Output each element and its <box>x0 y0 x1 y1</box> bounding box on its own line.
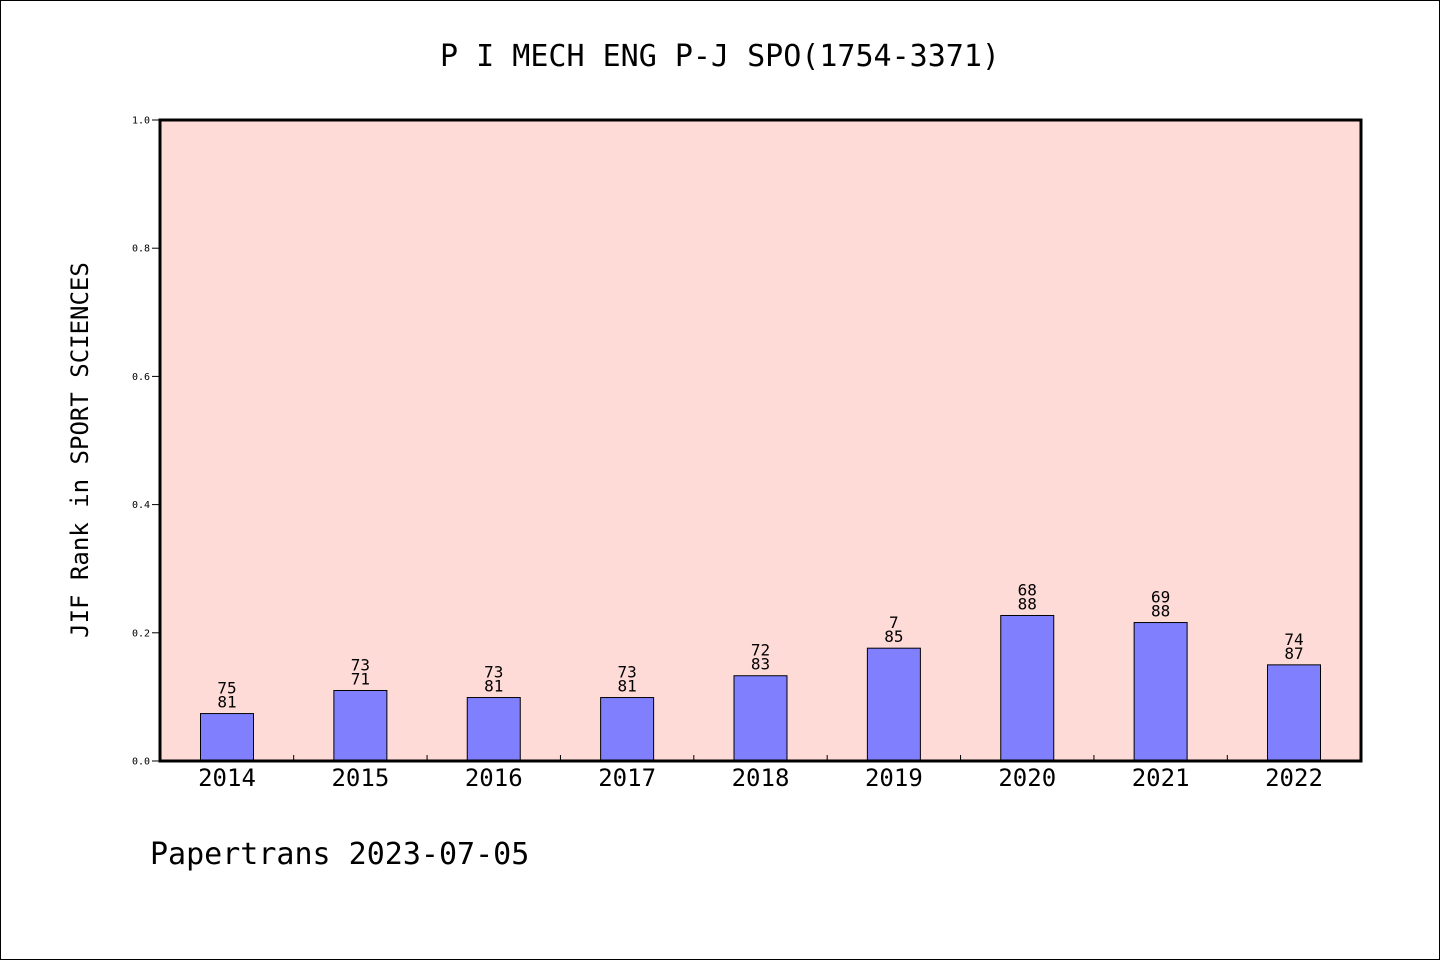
y-tick-label: 0.6 <box>132 372 150 383</box>
bar-label-top: 73 <box>351 655 370 674</box>
bar <box>333 689 388 762</box>
bar-label-top: 72 <box>751 641 770 660</box>
plot-border <box>158 118 1363 763</box>
bar-label-bottom: 88 <box>1018 594 1037 613</box>
y-tick-label: 0.4 <box>132 500 150 511</box>
bar <box>466 697 521 762</box>
bar-label-bottom: 81 <box>484 677 503 696</box>
y-tick-label: 0.0 <box>132 757 150 768</box>
bar <box>200 713 254 762</box>
x-tick-label: 2022 <box>1265 764 1323 792</box>
bar-label-top: 7 <box>889 613 899 632</box>
bar <box>1267 664 1321 762</box>
y-tick-label: 0.2 <box>132 628 150 639</box>
chart-title: P I MECH ENG P-J SPO(1754-3371) <box>440 39 1000 74</box>
bar-label-bottom: 88 <box>1151 602 1170 621</box>
bar-label-bottom: 87 <box>1284 644 1303 663</box>
y-tick-label: 0.8 <box>132 244 150 255</box>
bars <box>200 614 1321 762</box>
y-axis-ticks: 0.0 0.2 0.4 0.6 0.8 1.0 <box>132 116 160 768</box>
bar-label-top: 73 <box>617 663 636 682</box>
bar-label-bottom: 83 <box>751 655 770 674</box>
bar-label-top: 73 <box>484 663 503 682</box>
y-axis-label: JIF Rank in SPORT SCIENCES <box>66 262 94 638</box>
x-tick-label: 2018 <box>732 764 790 792</box>
bar-label-bottom: 81 <box>217 693 236 712</box>
x-tick-label: 2021 <box>1132 764 1190 792</box>
bar-label-bottom: 85 <box>884 627 903 646</box>
bar <box>733 675 788 762</box>
x-tick-label: 2020 <box>998 764 1056 792</box>
bar-label-top: 74 <box>1284 630 1303 649</box>
x-tick-label: 2015 <box>331 764 389 792</box>
x-tick-label: 2016 <box>465 764 523 792</box>
footer-text: Papertrans 2023-07-05 <box>150 837 529 872</box>
bar-label-top: 75 <box>217 679 236 698</box>
x-tick-label: 2019 <box>865 764 923 792</box>
x-tick-label: 2014 <box>198 764 256 792</box>
bar <box>866 647 921 762</box>
bar-label-top: 69 <box>1151 588 1170 607</box>
bar-label-bottom: 71 <box>351 669 370 688</box>
x-axis-ticks: 2014 2015 2016 2017 2018 2019 2020 2021 2022 <box>198 755 1323 792</box>
y-tick-label: 1.0 <box>132 116 150 127</box>
bar-label-bottom: 81 <box>617 677 636 696</box>
x-tick-label: 2017 <box>598 764 656 792</box>
bar <box>1133 622 1188 762</box>
bar <box>1000 614 1055 762</box>
bar-label-top: 68 <box>1018 580 1037 599</box>
bar <box>600 697 655 762</box>
